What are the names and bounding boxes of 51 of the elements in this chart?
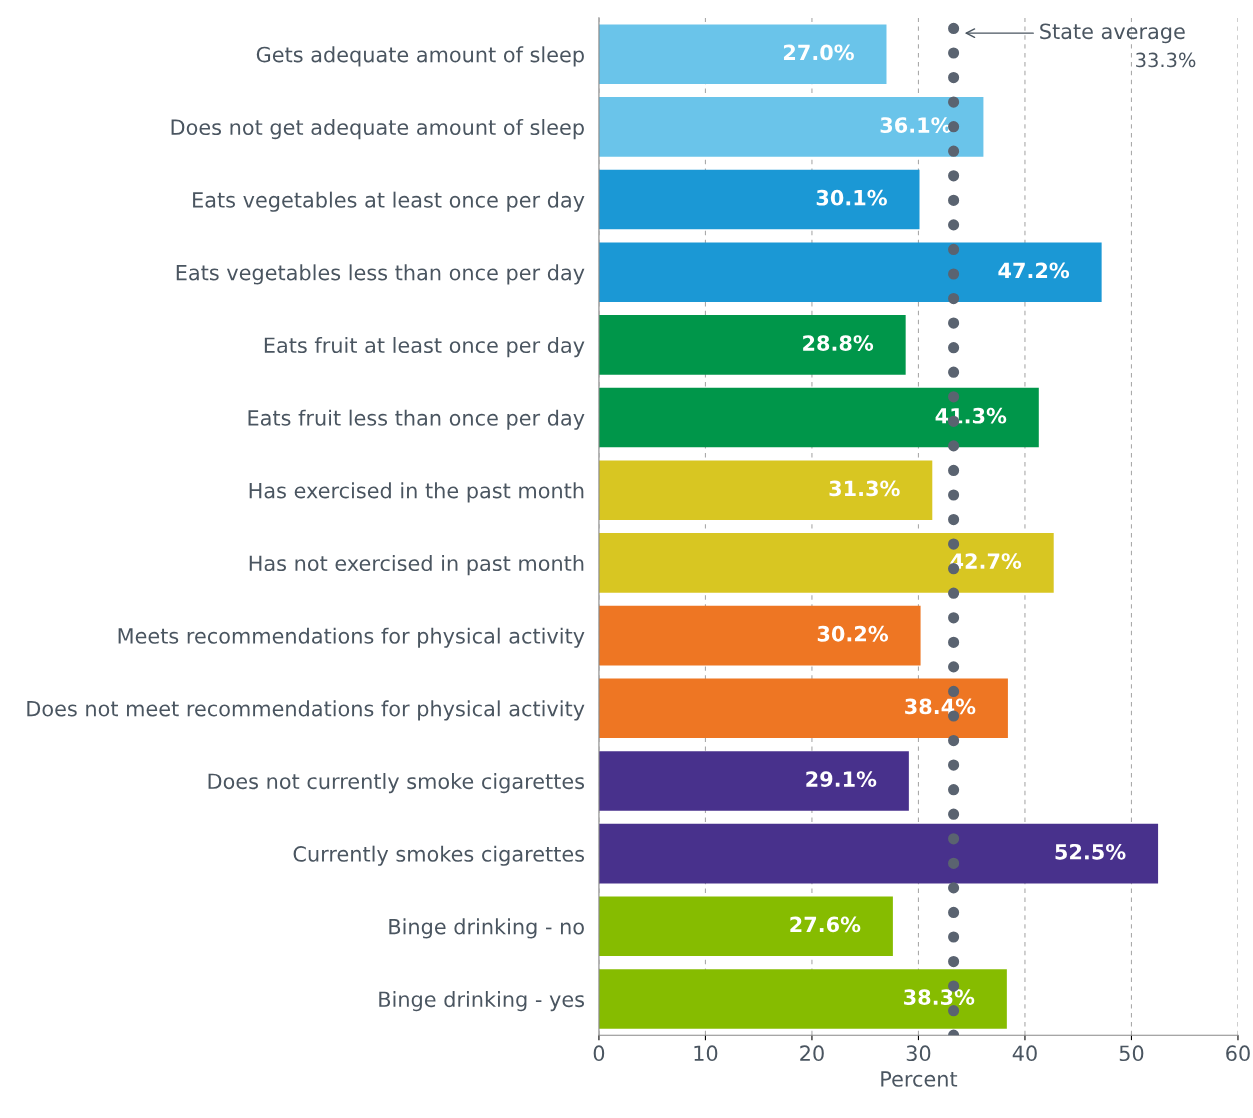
- bar: [598, 169, 920, 230]
- y-tick-label: Does not get adequate amount of sleep: [171, 118, 584, 140]
- y-tick-label: Has exercised in the past month: [249, 482, 584, 503]
- bar: [598, 24, 887, 85]
- data-label: 27.6%: [790, 916, 861, 933]
- data-label: 52.5%: [1055, 843, 1126, 860]
- bar: [598, 605, 921, 666]
- x-tick-label: 0: [593, 1045, 605, 1062]
- bar: [598, 896, 893, 957]
- bar: [598, 387, 1039, 448]
- x-tick-label: 40: [1012, 1045, 1037, 1062]
- x-tick-label: 60: [1226, 1045, 1250, 1062]
- bar: [598, 678, 1008, 739]
- data-label: 28.8%: [803, 335, 874, 351]
- data-label: 30.1%: [816, 189, 887, 206]
- y-tick-label: Eats vegetables less than once per day: [176, 264, 585, 285]
- x-tick-label: 20: [800, 1045, 824, 1062]
- y-tick-label: Does not meet recommendations for physical activity: [27, 700, 585, 721]
- annotation: 33.3%: [1136, 52, 1196, 68]
- data-label: 38.4%: [905, 698, 976, 715]
- x-tick-label: 30: [906, 1045, 931, 1062]
- data-label: 27.0%: [783, 44, 854, 61]
- x-tick-label: 10: [694, 1045, 718, 1062]
- bar: [598, 533, 1054, 593]
- x-axis-title: Percent: [881, 1071, 958, 1087]
- y-tick-label: Currently smokes cigarettes: [293, 845, 585, 866]
- y-tick-label: Gets adequate amount of sleep: [256, 46, 584, 67]
- y-tick-label: Does not currently smoke cigarettes: [208, 773, 585, 794]
- data-label: 38.3%: [904, 989, 975, 1005]
- data-label: 30.2%: [817, 625, 889, 642]
- ref-line-label: State average: [1040, 23, 1185, 44]
- y-tick-label: Has not exercised in past month: [249, 555, 584, 576]
- y-tick-label: Eats fruit less than once per day: [248, 409, 585, 430]
- y-tick-label: Binge drinking - yes: [379, 991, 585, 1012]
- y-tick-label: Eats vegetables at least once per day: [193, 191, 585, 212]
- bar: [598, 97, 984, 157]
- data-label: 36.1%: [880, 117, 951, 133]
- x-tick-label: 50: [1119, 1045, 1144, 1062]
- data-label: 47.2%: [998, 262, 1070, 279]
- bar: [598, 823, 1159, 884]
- y-tick-label: Eats fruit at least once per day: [264, 336, 585, 358]
- data-label: 31.3%: [829, 480, 900, 497]
- bar: [598, 242, 1102, 303]
- y-tick-label: Binge drinking - no: [389, 918, 584, 939]
- data-label: 29.1%: [806, 771, 877, 787]
- data-label: 42.7%: [950, 553, 1022, 569]
- y-tick-label: Meets recommendations for physical activity: [118, 627, 585, 648]
- bar: [598, 751, 909, 811]
- bar: [598, 460, 933, 521]
- bar: [598, 315, 906, 375]
- bar: [598, 969, 1007, 1029]
